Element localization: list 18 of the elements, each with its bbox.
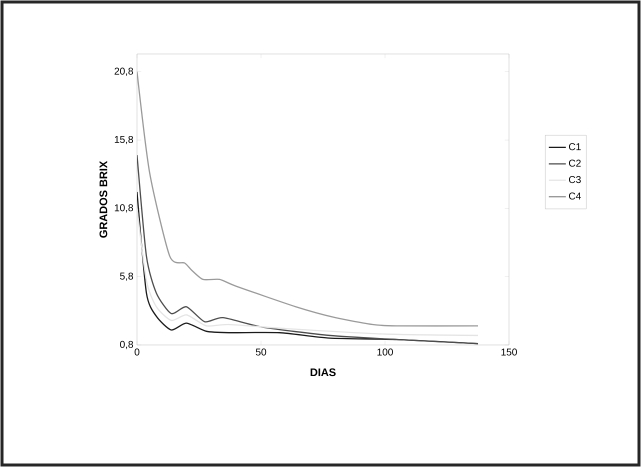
- x-axis-title: DIAS: [310, 368, 336, 376]
- x-tick-label: 100: [377, 348, 393, 356]
- line-series: [137, 154, 479, 344]
- y-tick-label: 5,8: [120, 272, 134, 281]
- legend-label: C4: [568, 192, 581, 200]
- y-tick-label: 0,8: [120, 340, 134, 350]
- legend-label: C2: [568, 160, 581, 167]
- x-tick-label: 0: [134, 348, 140, 356]
- legend-label: C1: [568, 143, 581, 150]
- x-tick-label: 50: [256, 348, 266, 356]
- y-tick-label: 20,8: [114, 68, 134, 76]
- x-tick-label: 150: [501, 348, 517, 356]
- line-series: [137, 71, 479, 327]
- line-series: [137, 208, 479, 336]
- y-tick-label: 10,8: [114, 204, 134, 212]
- y-tick-label: 15,8: [114, 136, 134, 144]
- legend-label: C3: [568, 176, 581, 184]
- y-axis-title: GRADOS BRIX: [100, 160, 108, 238]
